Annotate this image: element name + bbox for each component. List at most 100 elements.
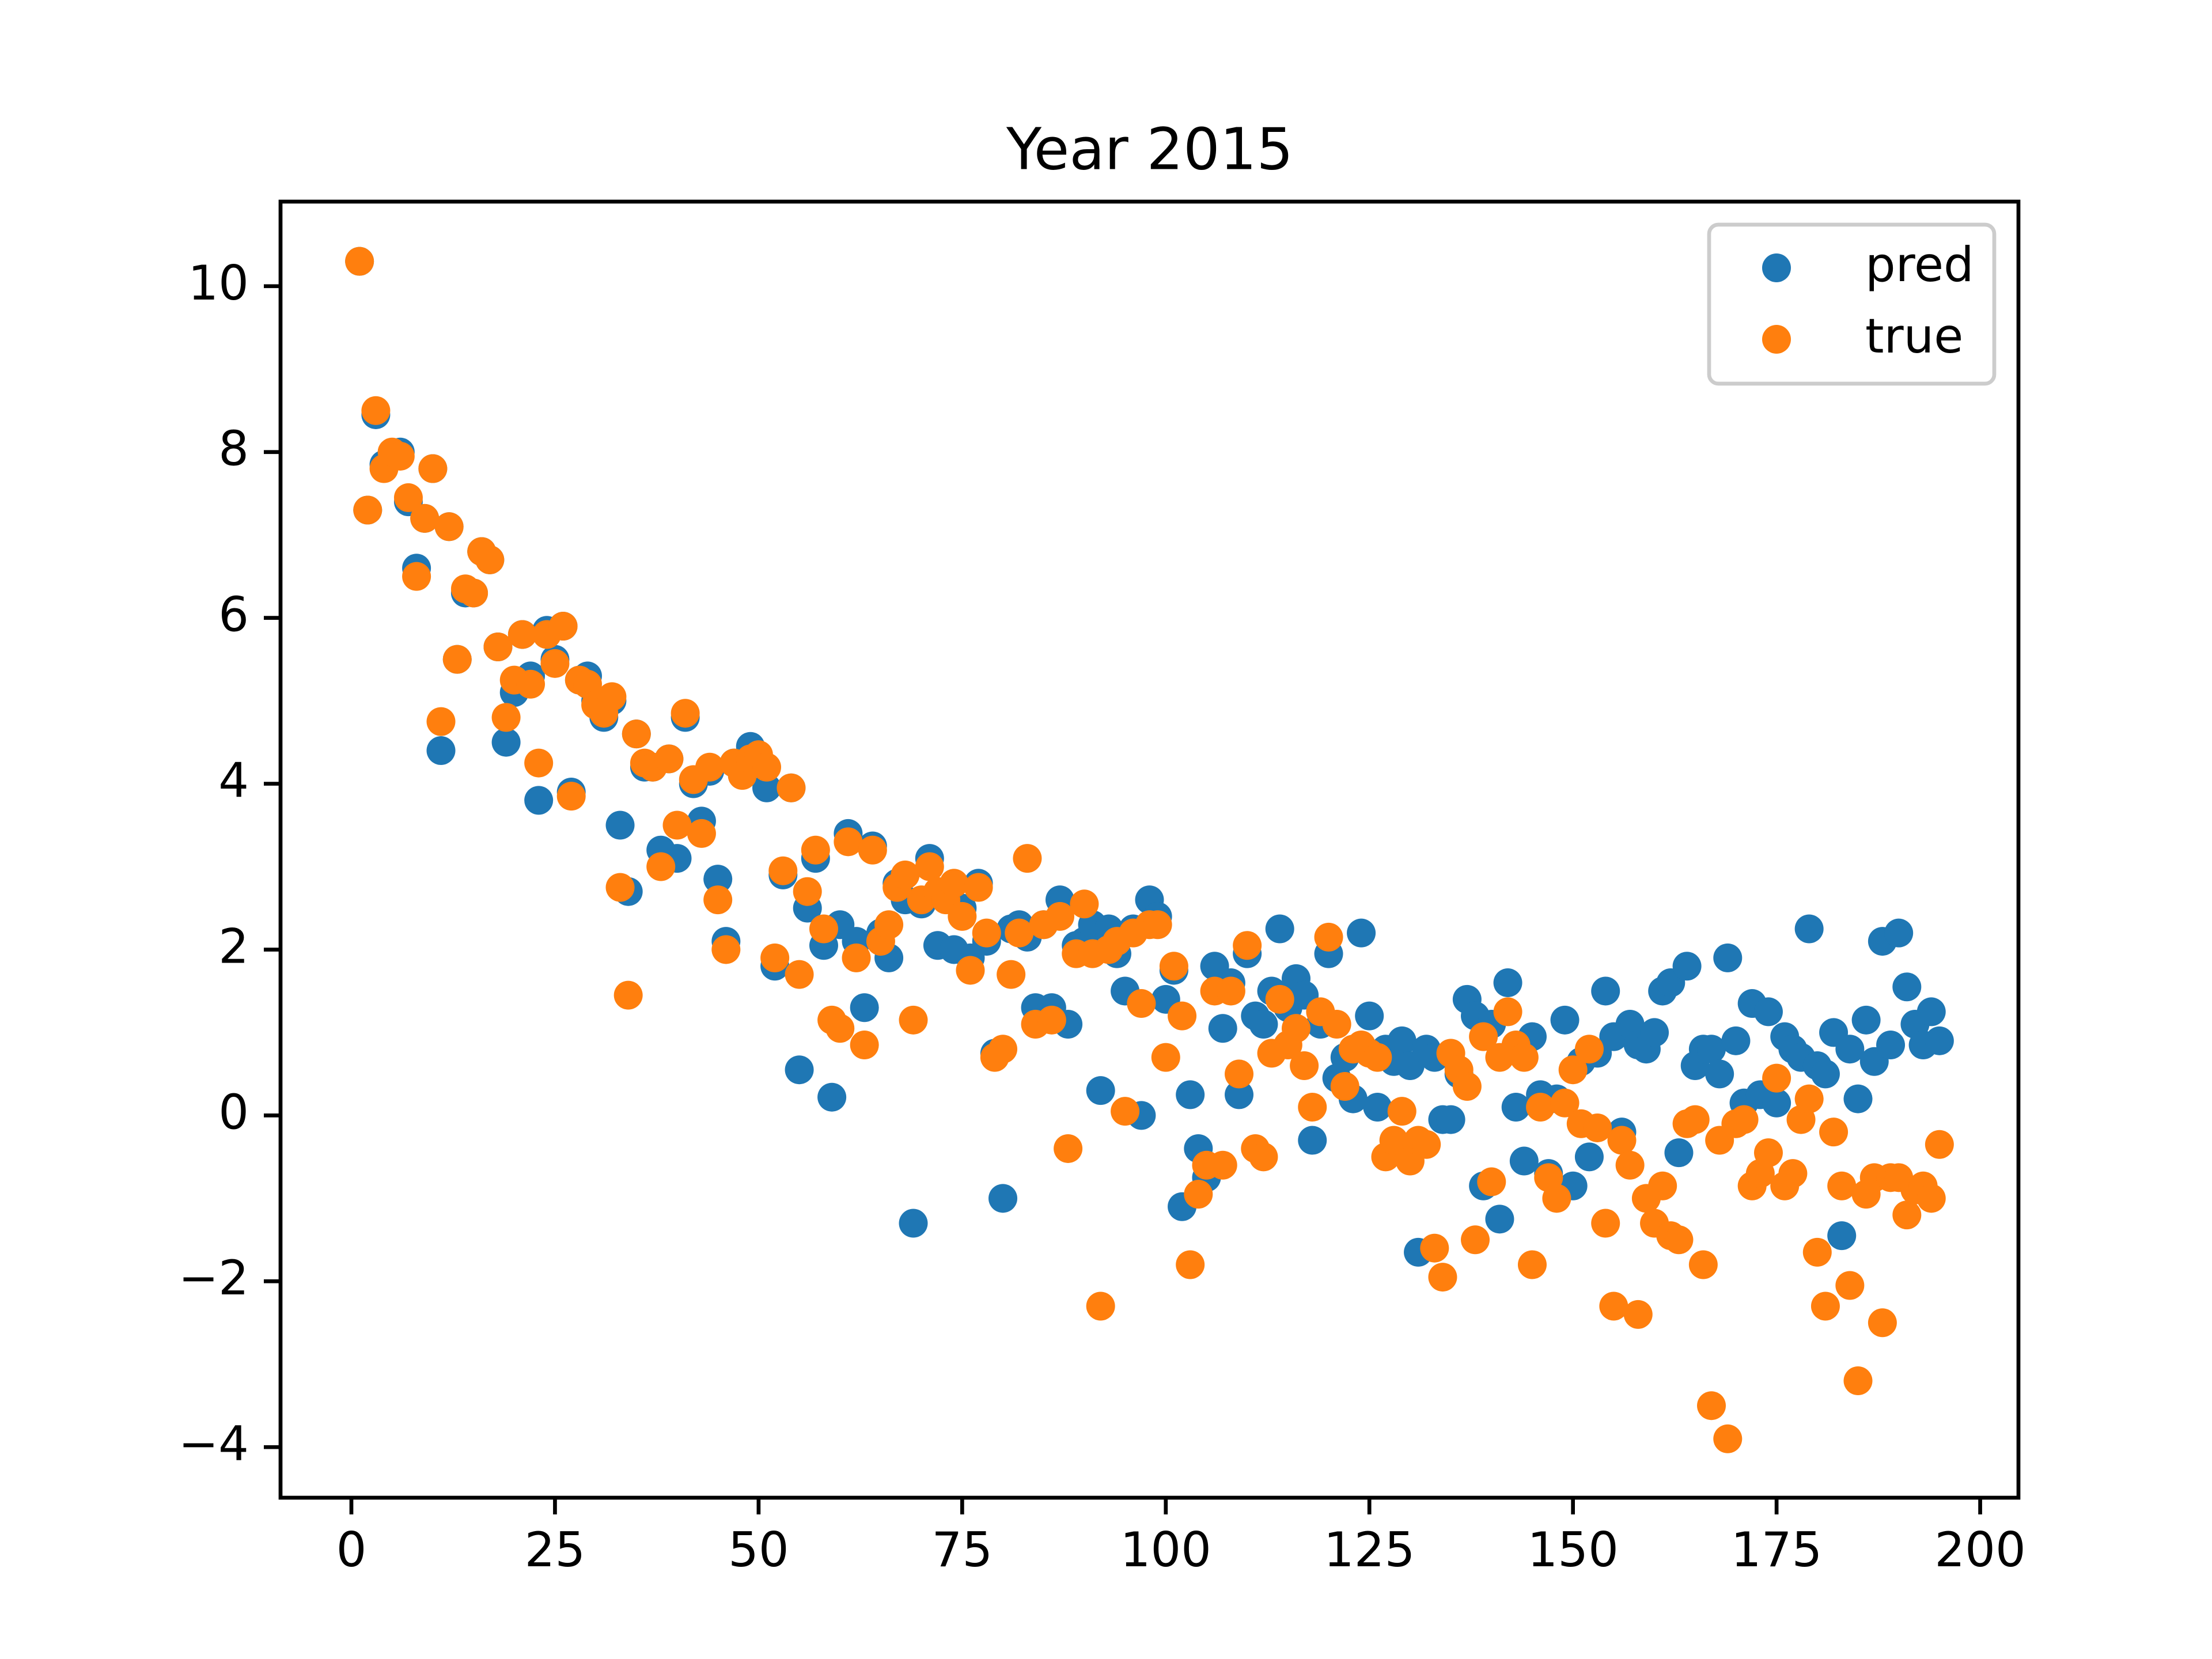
point bbox=[1713, 1424, 1743, 1453]
point bbox=[516, 669, 546, 699]
point bbox=[825, 1014, 855, 1043]
point bbox=[1363, 1092, 1392, 1122]
point bbox=[1477, 1167, 1506, 1196]
point bbox=[1868, 1308, 1897, 1338]
point bbox=[850, 993, 879, 1022]
point bbox=[1005, 918, 1034, 948]
point bbox=[1249, 1010, 1278, 1039]
point bbox=[1216, 976, 1245, 1006]
point bbox=[1843, 1084, 1873, 1113]
point bbox=[1517, 1250, 1547, 1279]
point bbox=[752, 773, 782, 802]
point bbox=[1574, 1035, 1604, 1064]
point bbox=[785, 960, 814, 989]
legend-label: pred bbox=[1865, 237, 1974, 293]
point bbox=[1705, 1059, 1734, 1089]
point bbox=[1176, 1250, 1205, 1279]
point bbox=[1697, 1391, 1726, 1421]
point bbox=[1827, 1171, 1857, 1200]
point bbox=[1916, 997, 1946, 1027]
point bbox=[491, 728, 521, 757]
point bbox=[793, 877, 822, 906]
point bbox=[1493, 997, 1522, 1027]
point bbox=[1794, 1084, 1824, 1113]
legend: pred true bbox=[1707, 222, 1997, 386]
point bbox=[1664, 1138, 1694, 1168]
point bbox=[1697, 1035, 1726, 1064]
point bbox=[1322, 1010, 1351, 1039]
point bbox=[842, 943, 871, 972]
point bbox=[899, 1005, 928, 1035]
point bbox=[948, 902, 977, 931]
point bbox=[891, 860, 920, 889]
point bbox=[964, 873, 993, 902]
point bbox=[988, 1184, 1018, 1213]
point bbox=[1127, 989, 1156, 1018]
point bbox=[1298, 1126, 1327, 1155]
point bbox=[972, 918, 1001, 948]
point bbox=[1225, 1080, 1254, 1109]
point bbox=[1176, 1080, 1205, 1109]
point bbox=[809, 914, 838, 944]
point bbox=[671, 699, 700, 728]
point bbox=[1753, 997, 1783, 1027]
point bbox=[540, 649, 570, 678]
point bbox=[1550, 1005, 1580, 1035]
point bbox=[385, 441, 415, 471]
point bbox=[1086, 1076, 1115, 1105]
point bbox=[1810, 1059, 1840, 1089]
point bbox=[1314, 922, 1343, 952]
point bbox=[1876, 1031, 1906, 1060]
point bbox=[1509, 1146, 1539, 1176]
point bbox=[785, 1055, 814, 1085]
point bbox=[1810, 1291, 1840, 1321]
point bbox=[613, 980, 643, 1010]
point bbox=[1688, 1250, 1718, 1279]
x-tick-label: 175 bbox=[1731, 1522, 1822, 1578]
point bbox=[1298, 1092, 1327, 1122]
point bbox=[768, 856, 798, 885]
point bbox=[1493, 968, 1522, 998]
point bbox=[988, 1035, 1018, 1064]
y-tick-label: −4 bbox=[179, 1416, 249, 1472]
x-tick-label: 50 bbox=[728, 1522, 789, 1578]
point bbox=[1550, 1088, 1580, 1118]
point bbox=[1591, 1209, 1620, 1238]
point bbox=[1721, 1026, 1751, 1055]
point bbox=[361, 396, 391, 425]
point bbox=[695, 752, 725, 782]
point bbox=[1558, 1055, 1588, 1085]
point bbox=[1916, 1184, 1946, 1213]
point bbox=[1672, 952, 1702, 981]
x-tick-label: 200 bbox=[1934, 1522, 2025, 1578]
point bbox=[858, 835, 887, 865]
point bbox=[1347, 918, 1376, 948]
point bbox=[605, 810, 635, 840]
point bbox=[997, 960, 1026, 989]
point bbox=[1623, 1300, 1653, 1329]
point bbox=[1607, 1126, 1637, 1155]
point bbox=[956, 956, 985, 985]
y-tick-label: 2 bbox=[218, 918, 249, 974]
point bbox=[777, 773, 806, 802]
point bbox=[426, 707, 456, 736]
point bbox=[1762, 1063, 1791, 1093]
point bbox=[1281, 1014, 1310, 1043]
point bbox=[1420, 1233, 1449, 1263]
point bbox=[1208, 1014, 1237, 1043]
point bbox=[1159, 952, 1188, 981]
point bbox=[1184, 1180, 1213, 1209]
point bbox=[1884, 918, 1914, 948]
x-tick-label: 150 bbox=[1527, 1522, 1618, 1578]
x-tick-label: 125 bbox=[1324, 1522, 1415, 1578]
point bbox=[1892, 972, 1922, 1002]
point bbox=[1469, 1022, 1498, 1051]
legend-label: true bbox=[1865, 308, 1963, 364]
point bbox=[1387, 1026, 1416, 1055]
chart-title: Year 2015 bbox=[1006, 115, 1293, 183]
point bbox=[491, 703, 521, 732]
y-tick-label: 4 bbox=[218, 752, 249, 808]
point bbox=[1233, 931, 1262, 960]
point bbox=[1249, 1142, 1278, 1172]
point bbox=[1680, 1105, 1710, 1134]
